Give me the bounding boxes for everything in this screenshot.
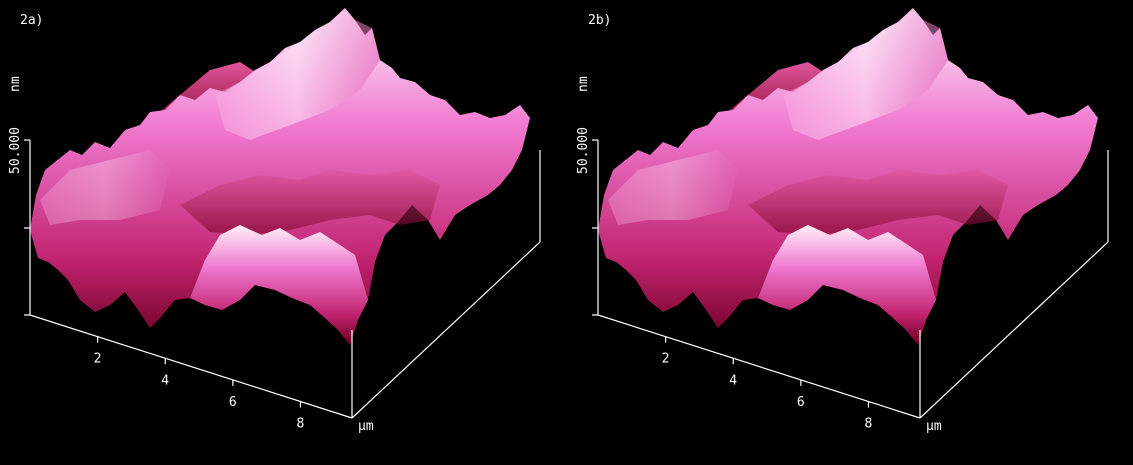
x-axis xyxy=(597,314,921,419)
z-unit: nm xyxy=(8,76,23,92)
surface-plot xyxy=(30,8,530,345)
x-tick-label: 4 xyxy=(729,373,737,388)
z-unit: nm xyxy=(576,76,591,92)
panel-label: 2a) xyxy=(20,13,43,28)
x-unit: µm xyxy=(358,419,374,434)
panel: 2b) 50.000 nm 2 4 6 8 µm xyxy=(576,8,1109,434)
x-tick-label: 6 xyxy=(797,395,805,410)
x-tick-label: 8 xyxy=(296,417,304,432)
z-label: 50.000 xyxy=(8,127,23,174)
box-edge xyxy=(351,241,541,419)
surface-plot xyxy=(598,8,1098,345)
z-label: 50.000 xyxy=(576,127,591,174)
x-tick-label: 8 xyxy=(864,417,872,432)
panel-label: 2b) xyxy=(588,13,611,28)
panel: 2a) 50.000 nm 2 4 6 8 µm xyxy=(8,8,541,434)
box-edge xyxy=(919,241,1109,419)
x-tick-label: 2 xyxy=(662,352,670,367)
x-unit: µm xyxy=(926,419,942,434)
x-tick-label: 6 xyxy=(229,395,237,410)
x-tick-label: 2 xyxy=(94,352,102,367)
x-tick-label: 4 xyxy=(161,373,169,388)
x-axis xyxy=(29,314,353,419)
